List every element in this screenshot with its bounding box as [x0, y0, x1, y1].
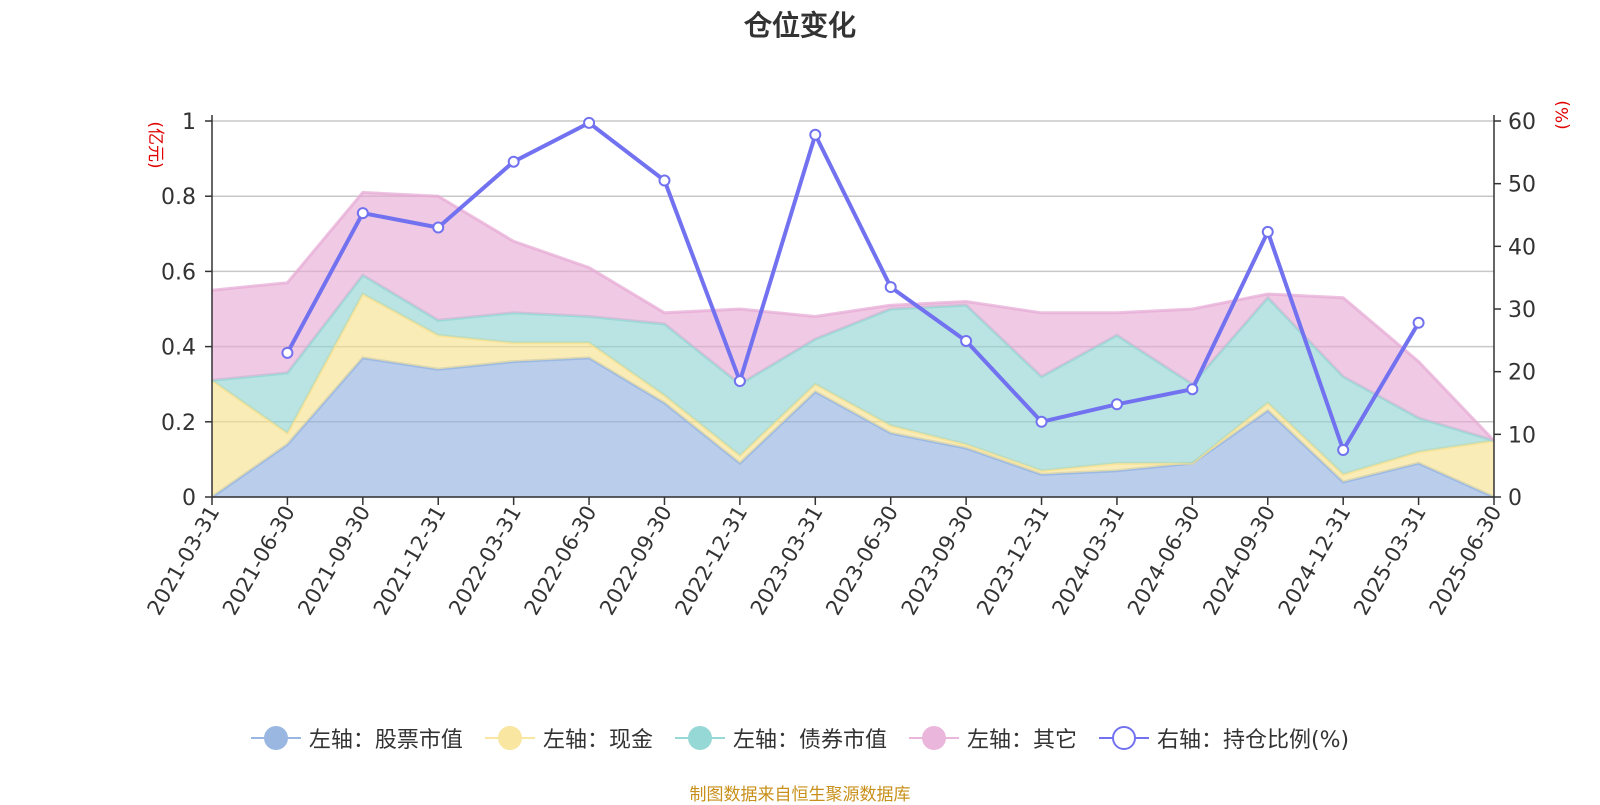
left-axis-unit: (亿元)	[145, 121, 165, 168]
x-tick-label: 2024-03-31	[1047, 502, 1129, 620]
x-tick-label: 2024-09-30	[1198, 502, 1280, 620]
x-tick-label: 2023-12-31	[972, 502, 1054, 620]
holding-ratio-point	[356, 207, 369, 220]
chart-legend: 左轴：股票市值 左轴：现金 左轴：债券市值 左轴：其它 右轴：持仓比例(%)	[0, 722, 1600, 754]
data-source-note: 制图数据来自恒生聚源数据库	[689, 785, 911, 805]
x-tick-label: 2021-12-31	[369, 502, 451, 620]
legend-label: 左轴：其它	[966, 728, 1077, 753]
x-tick-label: 2023-03-31	[746, 502, 828, 620]
left-tick-label: 0.4	[161, 336, 196, 361]
x-tick-label: 2023-06-30	[821, 502, 903, 620]
holding-ratio-point	[1261, 225, 1274, 238]
x-tick-label: 2022-03-31	[444, 502, 526, 620]
legend-item-3[interactable]: 左轴：其它	[908, 722, 1077, 754]
holding-ratio-point	[884, 281, 897, 294]
x-tick-label: 2024-06-30	[1123, 502, 1205, 620]
legend-label: 右轴：持仓比例(%)	[1156, 728, 1350, 753]
holding-ratio-point	[809, 128, 822, 141]
x-tick-label: 2021-09-30	[293, 502, 375, 620]
legend-swatch-icon	[1098, 725, 1149, 751]
holding-ratio-point	[733, 375, 746, 388]
x-tick-label: 2022-09-30	[595, 502, 677, 620]
legend-item-4[interactable]: 右轴：持仓比例(%)	[1098, 722, 1350, 754]
area-series-0	[212, 357, 1494, 497]
area-edge-3	[211, 190, 1496, 442]
x-tick-label: 2022-12-31	[670, 502, 752, 620]
right-tick-label: 40	[1508, 235, 1536, 260]
legend-label: 左轴：股票市值	[308, 728, 463, 753]
holding-ratio-point	[1412, 316, 1425, 329]
right-axis-unit: (%)	[1553, 100, 1573, 129]
right-tick-label: 60	[1508, 110, 1536, 135]
left-tick-label: 0.8	[161, 185, 196, 210]
legend-item-1[interactable]: 左轴：现金	[484, 722, 653, 754]
left-tick-label: 1	[182, 110, 196, 135]
x-tick-label: 2024-12-31	[1274, 502, 1356, 620]
holding-ratio-point	[658, 174, 671, 187]
legend-swatch-icon	[250, 725, 301, 751]
holding-ratio-point	[1035, 415, 1048, 428]
legend-label: 左轴：现金	[542, 728, 653, 753]
right-tick-label: 0	[1508, 486, 1522, 511]
x-tick-label: 2025-06-30	[1425, 502, 1507, 620]
right-tick-label: 20	[1508, 361, 1536, 386]
holding-ratio-line	[285, 120, 1421, 452]
holding-ratio-point	[1110, 398, 1123, 411]
right-tick-label: 30	[1508, 298, 1536, 323]
holding-ratio-point	[960, 334, 973, 347]
right-tick-label: 50	[1508, 173, 1536, 198]
legend-swatch-icon	[484, 725, 535, 751]
right-tick-label: 10	[1508, 423, 1536, 448]
legend-label: 左轴：债券市值	[732, 728, 887, 753]
area-series-3	[212, 192, 1494, 441]
holding-ratio-point	[432, 221, 445, 234]
legend-swatch-icon	[674, 725, 725, 751]
left-tick-label: 0	[182, 486, 196, 511]
area-series-2	[212, 275, 1494, 475]
chart-title: 仓位变化	[743, 9, 856, 42]
x-tick-label: 2021-03-31	[143, 502, 225, 620]
holding-ratio-point	[507, 155, 520, 168]
holding-ratio-point	[1337, 444, 1350, 456]
left-tick-label: 0.2	[161, 411, 196, 436]
left-tick-label: 0.6	[161, 260, 196, 285]
x-tick-label: 2022-06-30	[520, 502, 602, 620]
area-series-1	[212, 294, 1494, 497]
legend-swatch-icon	[908, 725, 959, 751]
holding-ratio-point	[1186, 383, 1199, 396]
holding-ratio-point	[281, 346, 294, 359]
legend-item-0[interactable]: 左轴：股票市值	[250, 722, 463, 754]
x-tick-label: 2025-03-31	[1349, 502, 1431, 620]
x-tick-label: 2023-09-30	[897, 502, 979, 620]
x-tick-label: 2021-06-30	[218, 502, 300, 620]
legend-item-2[interactable]: 左轴：债券市值	[674, 722, 887, 754]
holding-ratio-point	[583, 116, 596, 129]
